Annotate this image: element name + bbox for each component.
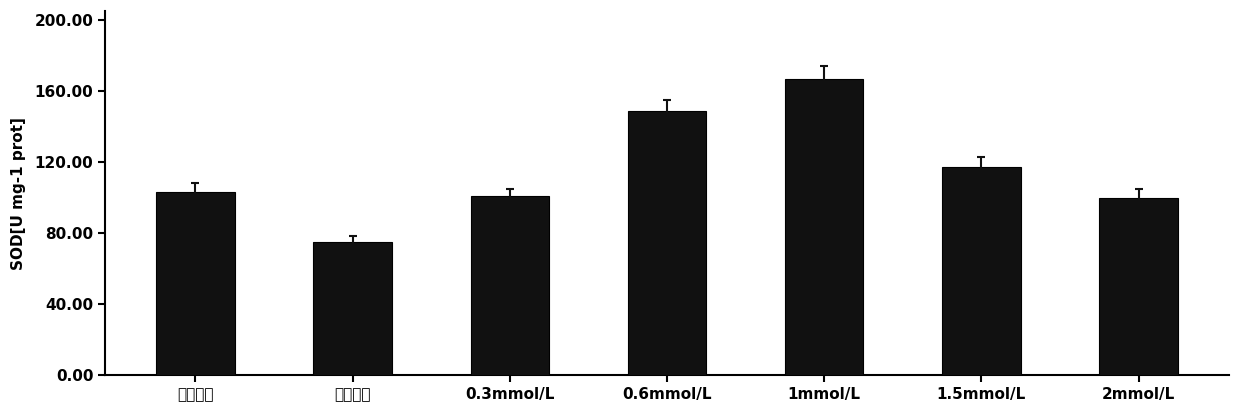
- Bar: [942, 167, 1021, 375]
- Bar: [314, 242, 392, 375]
- Bar: [785, 78, 863, 375]
- Y-axis label: SOD[U mg-1 prot]: SOD[U mg-1 prot]: [11, 116, 26, 270]
- Bar: [627, 111, 707, 375]
- Bar: [1099, 197, 1178, 375]
- Bar: [156, 192, 234, 375]
- Bar: [470, 196, 549, 375]
